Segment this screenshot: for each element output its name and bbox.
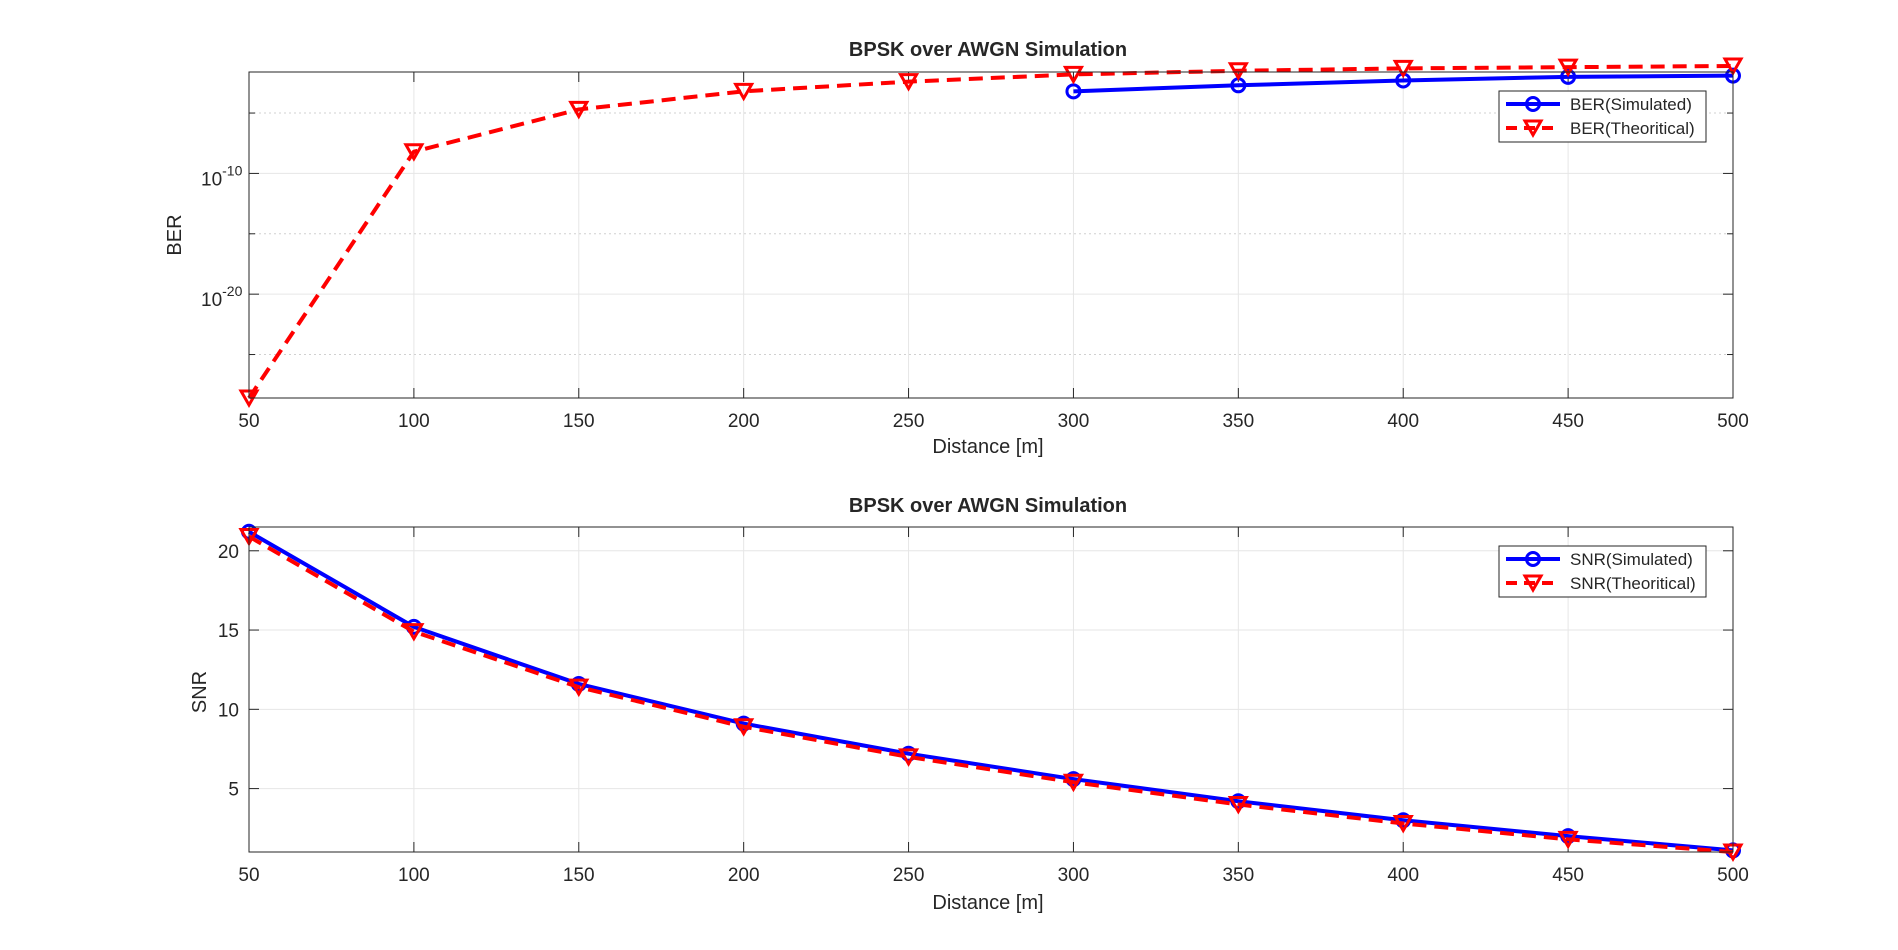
snr-x-tick-label: 50 bbox=[238, 865, 259, 886]
ber-x-tick-label: 150 bbox=[563, 411, 595, 432]
snr-tick-labels: 50 100 150 200 250 300 350 400 450 500 5 10 15 20 bbox=[218, 527, 1749, 886]
ber-legend: BER(Simulated) BER(Theoritical) bbox=[1498, 90, 1707, 143]
ber-legend-label-simulated: BER(Simulated) bbox=[1570, 95, 1692, 114]
ber-legend-label-theoretical: BER(Theoritical) bbox=[1570, 119, 1695, 138]
ber-theoretical-point bbox=[1227, 62, 1249, 81]
snr-theoretical-point bbox=[1557, 830, 1579, 850]
snr-y-tick-label: 5 bbox=[228, 780, 239, 801]
ber-theoretical-point bbox=[897, 73, 920, 92]
snr-x-tick-label: 200 bbox=[728, 865, 760, 886]
snr-y-axis-label: SNR bbox=[189, 671, 211, 713]
snr-theoretical-point bbox=[1392, 814, 1414, 834]
snr-x-axis-label: Distance [m] bbox=[932, 892, 1043, 914]
ber-theoretical-line bbox=[247, 63, 1734, 400]
ber-x-tick-label: 100 bbox=[398, 411, 430, 432]
snr-x-tick-label: 100 bbox=[398, 865, 430, 886]
ber-x-tick-label: 250 bbox=[893, 411, 925, 432]
snr-series-theoretical bbox=[238, 528, 1744, 863]
ber-theoretical-point bbox=[1392, 59, 1414, 79]
ber-simulated-point bbox=[1560, 68, 1577, 85]
snr-x-tick-label: 300 bbox=[1058, 865, 1090, 886]
ber-theoretical-point bbox=[1062, 65, 1085, 85]
snr-theoretical-point bbox=[897, 748, 920, 767]
snr-legend: SNR(Simulated) SNR(Theoritical) bbox=[1498, 545, 1707, 598]
ber-simulated-point bbox=[1065, 83, 1082, 100]
snr-plot-title: BPSK over AWGN Simulation bbox=[849, 495, 1127, 517]
snr-theoretical-point bbox=[568, 678, 590, 698]
snr-x-tick-label: 250 bbox=[893, 865, 925, 886]
ber-legend-marker-circle bbox=[1525, 96, 1541, 112]
snr-theoretical-point bbox=[1062, 773, 1085, 793]
snr-theoretical-line bbox=[248, 534, 1734, 854]
ber-x-tick-label: 300 bbox=[1058, 411, 1090, 432]
ber-x-axis-label: Distance [m] bbox=[932, 436, 1043, 458]
ber-simulated-line bbox=[1073, 73, 1734, 94]
snr-x-tick-label: 400 bbox=[1387, 865, 1419, 886]
snr-simulated-line bbox=[248, 530, 1734, 853]
ber-y-tick-label: 10-10 bbox=[201, 162, 243, 190]
ber-theoretical-point bbox=[1722, 57, 1744, 76]
snr-y-tick-label: 15 bbox=[218, 621, 239, 642]
ber-theoretical-point bbox=[403, 143, 425, 162]
ber-plot: BPSK over AWGN Simulation Distance [m] B… bbox=[164, 39, 1749, 458]
snr-legend-marker-triangle bbox=[1522, 574, 1544, 594]
ber-theoretical-point bbox=[733, 82, 755, 102]
snr-legend-marker-circle bbox=[1525, 551, 1541, 567]
ber-theoretical-point bbox=[1557, 58, 1579, 78]
ber-y-axis-label: BER bbox=[164, 214, 186, 255]
ber-x-tick-label: 350 bbox=[1222, 411, 1254, 432]
snr-theoretical-point bbox=[733, 718, 755, 737]
snr-y-tick-label: 10 bbox=[218, 700, 239, 721]
ber-x-tick-label: 500 bbox=[1717, 411, 1749, 432]
snr-legend-label-simulated: SNR(Simulated) bbox=[1570, 550, 1693, 569]
snr-theoretical-point bbox=[1227, 795, 1249, 815]
ber-legend-marker-triangle bbox=[1522, 119, 1544, 139]
snr-theoretical-point bbox=[403, 623, 425, 642]
snr-x-tick-label: 350 bbox=[1222, 865, 1254, 886]
snr-legend-label-theoretical: SNR(Theoritical) bbox=[1570, 574, 1696, 593]
snr-x-tick-label: 450 bbox=[1552, 865, 1584, 886]
snr-series bbox=[238, 523, 1744, 863]
ber-plot-title: BPSK over AWGN Simulation bbox=[849, 39, 1127, 61]
ber-x-tick-label: 200 bbox=[728, 411, 760, 432]
ber-x-tick-label: 450 bbox=[1552, 411, 1584, 432]
snr-grid bbox=[248, 527, 1734, 852]
ber-axes-frame bbox=[248, 71, 1734, 399]
ber-theoretical-point bbox=[568, 100, 590, 120]
snr-x-tick-label: 500 bbox=[1717, 865, 1749, 886]
snr-plot: BPSK over AWGN Simulation Distance [m] S… bbox=[189, 495, 1749, 914]
snr-axes-frame bbox=[248, 526, 1734, 853]
ber-x-tick-label: 400 bbox=[1387, 411, 1419, 432]
snr-y-tick-label: 20 bbox=[218, 542, 239, 563]
ber-x-tick-label: 50 bbox=[238, 411, 259, 432]
snr-x-tick-label: 150 bbox=[563, 865, 595, 886]
ber-y-tick-label: 10-20 bbox=[201, 283, 243, 311]
